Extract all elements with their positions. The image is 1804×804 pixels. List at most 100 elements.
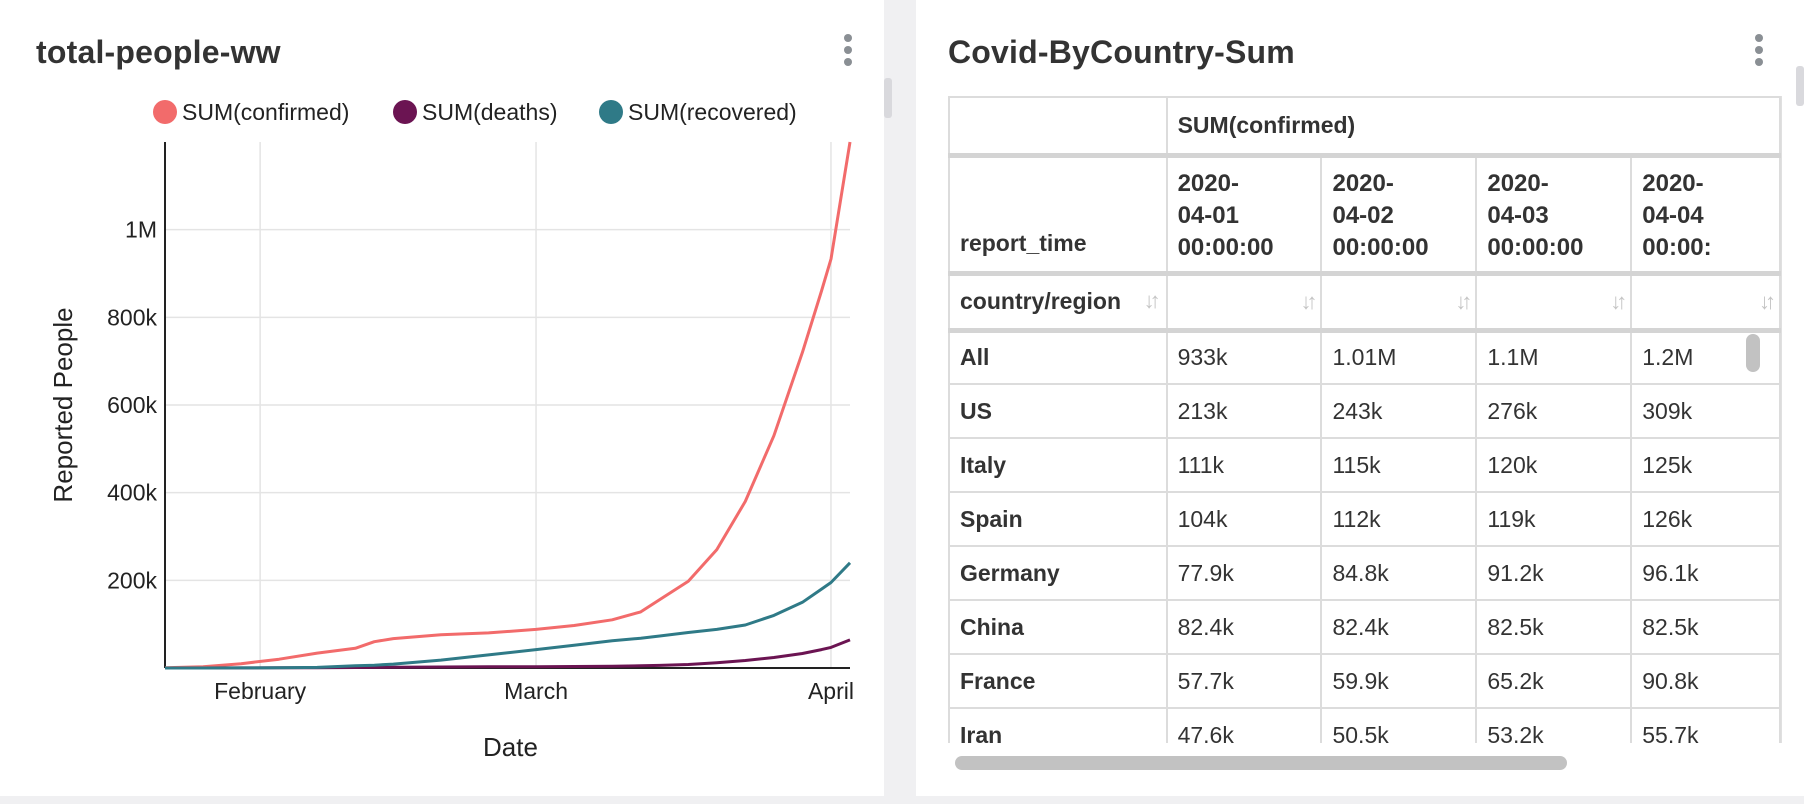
legend-label: SUM(deaths) [422,99,557,125]
table-cell: 119k [1475,491,1633,547]
table-cell: 90.8k [1630,653,1781,709]
chart-panel: total-people-ww 200k 400k 600k 800k 1M Februa… [0,0,884,796]
table-row[interactable]: Italy 111k 115k 120k 125k [948,437,1781,493]
panel-resize-handle[interactable] [1796,66,1804,106]
y-tick-label: 1M [125,217,157,243]
x-axis-label: Date [483,732,538,762]
date-column-header: 2020- 04-01 00:00:00 [1165,154,1323,276]
date-header-line: 04-02 [1332,201,1394,229]
table-cell: 82.4k [1320,599,1478,655]
table-cell: 115k [1320,437,1478,493]
table-cell: 309k [1630,383,1781,439]
table-cell: 77.9k [1165,545,1323,601]
sort-header-cell[interactable]: ↓↑ [1165,272,1323,331]
kebab-menu-icon[interactable] [841,32,855,68]
table-row[interactable]: Germany 77.9k 84.8k 91.2k 96.1k [948,545,1781,601]
row-country-label: All [948,327,1168,385]
table-cell: 1.01M [1320,327,1478,385]
table-cell: 91.2k [1475,545,1633,601]
date-header-line: 2020- [1642,169,1704,197]
table-cell: 82.4k [1165,599,1323,655]
legend-label: SUM(confirmed) [182,99,349,125]
date-header-line: 2020- [1487,169,1549,197]
kebab-menu-icon[interactable] [1752,32,1766,68]
legend-item[interactable]: SUM(confirmed) [153,99,349,125]
group-header-label: country/region [960,288,1122,314]
table-cell: 933k [1165,327,1323,385]
legend-swatch-icon [153,100,177,124]
panel-resize-handle[interactable] [884,78,892,118]
table-cell: 111k [1165,437,1323,493]
table-cell: 104k [1165,491,1323,547]
table-cell: 55.7k [1630,707,1781,743]
sort-arrows-icon[interactable]: ↓↑ [1455,288,1472,314]
horizontal-scrollbar[interactable] [955,756,1567,770]
sort-header-cell[interactable]: ↓↑ [1475,272,1633,331]
series-line-1 [164,141,852,670]
group-header[interactable]: country/region ↓↑ [948,272,1168,331]
table-cell: 47.6k [1165,707,1323,743]
table-row[interactable]: France 57.7k 59.9k 65.2k 90.8k [948,653,1781,709]
row-country-label: France [948,653,1168,709]
series-line-3 [165,561,852,670]
row-country-label: Iran [948,707,1168,743]
date-header-line: 04-01 [1177,201,1239,229]
table-cell: 126k [1630,491,1781,547]
table-cell: 59.9k [1320,653,1478,709]
table-cell: 65.2k [1475,653,1633,709]
y-tick-label: 400k [107,480,157,506]
row-country-label: Germany [948,545,1168,601]
table-row[interactable]: Spain 104k 112k 119k 126k [948,491,1781,547]
legend-swatch-icon [393,100,417,124]
table-cell: 82.5k [1475,599,1633,655]
date-header-line: 00:00:00 [1177,233,1274,261]
date-column-header: 2020- 04-02 00:00:00 [1320,154,1478,276]
pivot-table: SUM(confirmed) report_time 2020- 04-01 00:… [948,96,1782,743]
table-cell: 112k [1320,491,1478,547]
table-row[interactable]: Iran 47.6k 50.5k 53.2k 55.7k [948,707,1781,743]
row-country-label: China [948,599,1168,655]
table-cell: 1.1M [1475,327,1633,385]
legend-swatch-icon [599,100,623,124]
legend-label: SUM(recovered) [628,99,797,125]
sort-arrows-icon[interactable]: ↓↑ [1610,288,1627,314]
legend-item[interactable]: SUM(recovered) [599,99,797,125]
sort-header-cell[interactable]: ↓↑ [1320,272,1478,331]
y-tick-label: 800k [107,304,157,330]
date-header-line: 00:00:00 [1332,233,1429,261]
table-row[interactable]: All 933k 1.01M 1.1M 1.2M [948,327,1781,385]
sort-header-cell[interactable]: ↓↑ [1630,272,1781,331]
table-cell: 96.1k [1630,545,1781,601]
x-tick-label: February [214,678,307,704]
x-tick-label: April [808,678,854,704]
table-panel: Covid-ByCountry-Sum SUM(confirmed) repor… [916,0,1804,796]
table-row[interactable]: China 82.4k 82.4k 82.5k 82.5k [948,599,1781,655]
table-cell: 50.5k [1320,707,1478,743]
date-header-line: 04-04 [1642,201,1704,229]
y-tick-label: 600k [107,392,157,418]
date-column-header: 2020- 04-04 00:00: [1630,154,1781,276]
table-cell: 276k [1475,383,1633,439]
table-cell: 120k [1475,437,1633,493]
row-country-label: Italy [948,437,1168,493]
sort-arrows-icon[interactable]: ↓↑ [1143,288,1161,313]
date-header-line: 00:00: [1642,233,1712,261]
date-header-line: 2020- [1177,169,1239,197]
metric-header: SUM(confirmed) [1165,96,1781,158]
sort-arrows-icon[interactable]: ↓↑ [1759,288,1776,314]
table-cell: 53.2k [1475,707,1633,743]
legend-item[interactable]: SUM(deaths) [393,99,557,125]
chart-title: total-people-ww [36,34,281,70]
table-cell: 243k [1320,383,1478,439]
line-chart: 200k 400k 600k 800k 1M February March April Date… [48,99,854,762]
x-tick-label: March [504,678,568,704]
date-header-line: 04-03 [1487,201,1549,229]
table-cell: 57.7k [1165,653,1323,709]
row-country-label: Spain [948,491,1168,547]
table-row[interactable]: US 213k 243k 276k 309k [948,383,1781,439]
table-cell: 213k [1165,383,1323,439]
sort-arrows-icon[interactable]: ↓↑ [1300,288,1317,314]
row-country-label: US [948,383,1168,439]
vertical-scrollbar[interactable] [1746,334,1760,372]
table-cell: 82.5k [1630,599,1781,655]
